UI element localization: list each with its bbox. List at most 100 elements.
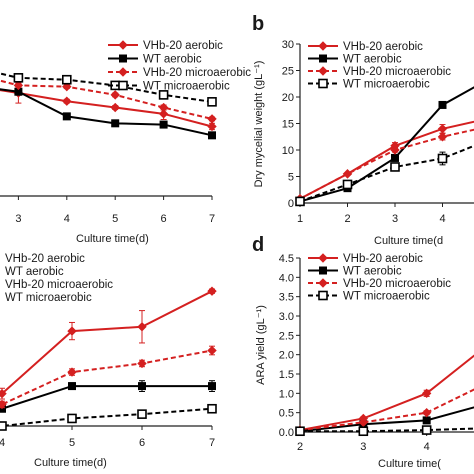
y-tick-label: 0.0 [279, 427, 294, 439]
x-tick-label: 2 [297, 441, 303, 453]
series-line [0, 385, 212, 411]
y-tick-label: 0.5 [279, 408, 294, 420]
legend-label: VHb-20 aerobic [5, 253, 85, 265]
x-axis-title: Culture time(d) [34, 457, 107, 469]
data-point [67, 367, 77, 377]
series-line [0, 407, 213, 428]
data-point [295, 196, 305, 207]
panel-d: 23450.00.51.01.52.02.53.03.54.04.5Cultur… [252, 234, 474, 470]
y-tick-label: 3.0 [279, 311, 294, 323]
y-tick-label: 1.0 [279, 388, 294, 400]
series-line [0, 88, 213, 137]
series-3 [295, 144, 474, 207]
data-point [0, 404, 6, 413]
data-point [137, 409, 147, 419]
legend-label: WT microaerobic [5, 292, 92, 304]
series-0 [295, 354, 474, 435]
data-point [62, 96, 72, 106]
y-axis-title: ARA yield (gL⁻¹) [255, 305, 267, 385]
data-point [342, 169, 353, 179]
data-point [207, 97, 217, 107]
x-axis-title: Culture time(d [374, 235, 443, 247]
legend-marker [318, 78, 328, 89]
series-line [299, 144, 474, 203]
y-axis-title: Dry mycelial weight (gL⁻¹) [253, 61, 265, 188]
data-point [295, 426, 305, 437]
legend-label: WT aerobic [343, 266, 402, 278]
x-tick-label: 6 [139, 437, 145, 449]
data-point [13, 80, 24, 91]
panel-letter: d [252, 234, 264, 256]
x-tick-label: 6 [161, 213, 167, 225]
legend-label: WT microaerobic [143, 81, 230, 93]
data-point [159, 120, 168, 129]
series-3 [0, 72, 217, 107]
data-point [342, 179, 353, 190]
legend-marker [319, 54, 327, 63]
data-point [110, 102, 120, 113]
y-tick-label: 3.5 [279, 292, 294, 304]
y-tick-label: 4.5 [279, 253, 294, 265]
legend-label: VHb-20 aerobic [343, 41, 423, 53]
data-point [0, 421, 7, 431]
series-line [0, 89, 213, 128]
legend-label: WT microaerobic [343, 79, 430, 91]
data-point [390, 162, 400, 172]
data-point [390, 145, 400, 155]
x-tick-label: 3 [15, 213, 21, 225]
data-point [207, 121, 217, 132]
legend-marker [318, 253, 328, 263]
data-point [62, 112, 71, 121]
legend-marker [318, 278, 328, 288]
data-point [421, 388, 432, 399]
series-line [299, 354, 474, 432]
y-tick-label: 5 [288, 172, 294, 184]
data-point [391, 153, 399, 162]
y-tick-label: 25 [282, 66, 294, 78]
data-point [158, 102, 169, 113]
legend-label: VHb-20 aerobic [143, 40, 223, 52]
legend-marker [118, 40, 128, 50]
legend-label: WT aerobic [5, 266, 64, 278]
data-point [111, 119, 120, 128]
data-point [158, 90, 169, 100]
series-line [299, 388, 474, 432]
data-point [0, 399, 7, 410]
x-tick-label: 1 [297, 213, 303, 225]
legend-marker [119, 54, 127, 63]
data-point [207, 286, 217, 296]
x-tick-label: 4 [424, 441, 430, 453]
data-point [137, 358, 147, 369]
legend-label: WT aerobic [343, 54, 402, 66]
y-tick-label: 4.0 [279, 272, 294, 284]
panel-a: 3 4 5 6 7 Culture time(d) VHb-20 aerobic WT aer… [0, 40, 251, 245]
y-tick-label: 15 [282, 119, 294, 131]
y-tick-label: 10 [282, 145, 294, 157]
data-point [438, 100, 447, 109]
data-point [437, 153, 448, 164]
data-point [61, 74, 72, 85]
legend-label: WT aerobic [143, 54, 202, 66]
legend-label: VHb-20 microaerobic [5, 279, 113, 291]
legend-label: WT microaerobic [343, 291, 430, 303]
legend-marker [318, 41, 328, 51]
data-point [421, 407, 432, 418]
x-tick-label: 7 [209, 213, 215, 225]
data-point [208, 131, 216, 140]
series-line [299, 120, 474, 200]
x-tick-label: 2 [344, 213, 350, 225]
y-tick-label: 2.5 [279, 330, 294, 342]
y-tick-label: 0 [288, 198, 294, 210]
series-line [0, 79, 213, 120]
data-point [13, 73, 24, 83]
x-tick-label: 7 [209, 437, 215, 449]
data-point [437, 132, 448, 142]
data-point [358, 417, 369, 428]
y-tick-label: 20 [282, 92, 294, 104]
y-tick-label: 30 [282, 39, 294, 51]
data-point [208, 382, 216, 391]
